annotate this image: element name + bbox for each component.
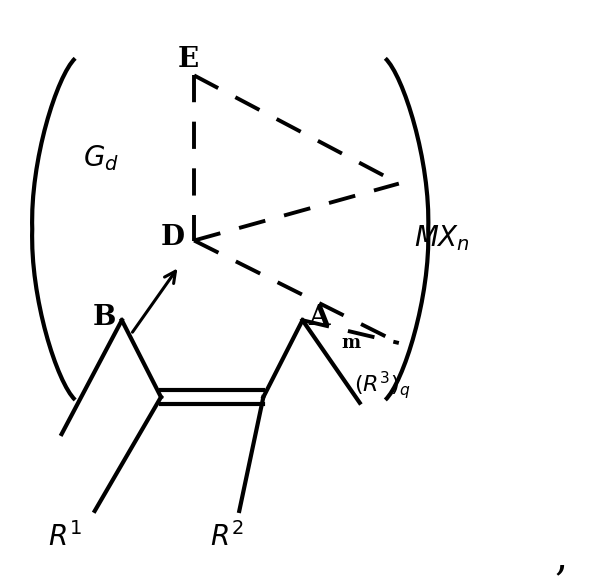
Text: $R^2$: $R^2$	[211, 522, 244, 552]
Text: $MX_{n}$: $MX_{n}$	[414, 222, 470, 252]
Text: D: D	[161, 224, 185, 251]
Text: $R^1$: $R^1$	[48, 522, 82, 552]
Text: B: B	[93, 304, 116, 331]
Text: $G_d$: $G_d$	[83, 143, 119, 173]
Text: ,: ,	[555, 537, 568, 579]
Text: A: A	[309, 304, 330, 331]
Text: E: E	[177, 46, 198, 73]
Text: m: m	[342, 335, 361, 352]
Text: $(R^3)_q$: $(R^3)_q$	[354, 369, 410, 400]
